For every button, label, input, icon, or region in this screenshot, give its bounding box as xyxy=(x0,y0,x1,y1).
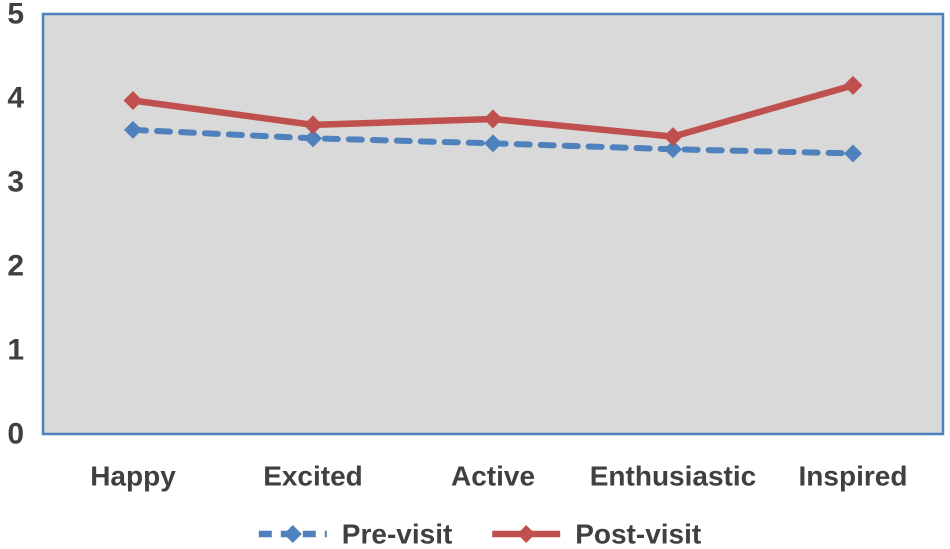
legend-item-pre-visit: Pre-visit xyxy=(258,519,453,549)
plot-area xyxy=(41,12,945,436)
marker-pre-visit-happy xyxy=(124,120,142,139)
y-tick-label-3: 3 xyxy=(7,166,24,199)
y-tick-label-4: 4 xyxy=(7,82,24,115)
category-label-active: Active xyxy=(451,461,535,492)
legend: Pre-visit Post-visit xyxy=(258,519,701,549)
marker-post-visit-excited xyxy=(303,115,323,135)
category-label-excited: Excited xyxy=(263,461,363,492)
marker-pre-visit-active xyxy=(484,134,502,153)
marker-post-visit-enthusiastic xyxy=(663,127,683,147)
legend-label-post-visit: Post-visit xyxy=(575,519,701,549)
category-label-inspired: Inspired xyxy=(799,461,908,492)
legend-marker-pre-visit xyxy=(283,525,302,543)
y-tick-label-5: 5 xyxy=(7,0,24,31)
marker-pre-visit-excited xyxy=(304,129,322,148)
legend-label-pre-visit: Pre-visit xyxy=(342,519,453,549)
y-tick-label-0: 0 xyxy=(7,418,24,451)
category-label-enthusiastic: Enthusiastic xyxy=(590,461,756,492)
marker-post-visit-active xyxy=(483,109,503,129)
category-label-happy: Happy xyxy=(90,461,176,492)
y-tick-label-2: 2 xyxy=(7,250,24,283)
legend-item-post-visit: Post-visit xyxy=(492,519,701,549)
marker-post-visit-inspired xyxy=(843,75,863,95)
marker-pre-visit-inspired xyxy=(844,144,862,163)
marker-pre-visit-enthusiastic xyxy=(664,140,682,159)
legend-marker-post-visit xyxy=(517,525,536,543)
marker-post-visit-happy xyxy=(123,91,143,111)
y-tick-label-1: 1 xyxy=(7,334,24,367)
